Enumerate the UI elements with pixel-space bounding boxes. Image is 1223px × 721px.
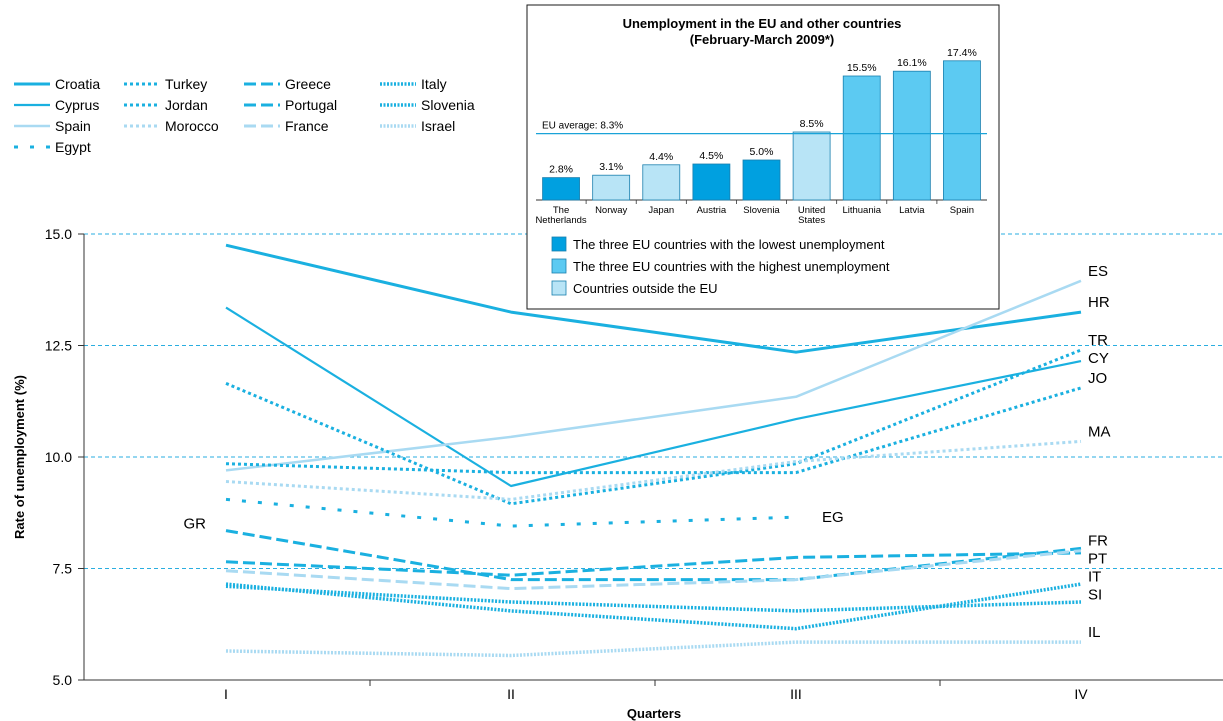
series-label-jo: JO [1088,370,1107,387]
legend-label-italy: Italy [421,76,447,92]
series-line-france [225,549,1082,591]
inset-bar-norway [592,174,631,201]
inset-legend-label-outside: Countries outside the EU [573,281,718,296]
legend-label-morocco: Morocco [165,118,219,134]
series-line-jordan [225,386,1082,475]
series-label-si: SI [1088,587,1102,604]
legend-label-egypt: Egypt [55,139,91,155]
legend-label-cyprus: Cyprus [55,97,99,113]
inset-category-label: Netherlands [535,215,586,226]
series-line-greece [225,529,1082,582]
series-label-fr: FR [1088,533,1108,550]
y-axis-title: Rate of unemployment (%) [12,375,27,539]
y-tick-label: 15.0 [45,226,72,242]
inset-legend-label-high: The three EU countries with the highest … [573,259,890,274]
series-label-it: IT [1088,569,1101,586]
y-tick-label: 10.0 [45,449,72,465]
series-line-portugal [225,551,1082,577]
series-line-egypt [225,497,797,528]
inset-bar-latvia [892,70,931,201]
legend-label-portugal: Portugal [285,97,337,113]
series-label-pt: PT [1088,551,1107,568]
inset-value-label: 3.1% [599,161,623,173]
series-label-es: ES [1088,263,1108,280]
legend-label-jordan: Jordan [165,97,208,113]
inset-legend-swatch-low [551,236,567,252]
series-lines [225,243,1082,658]
series-label-cy: CY [1088,350,1109,367]
series-label-il: IL [1088,624,1101,641]
x-tick-labels: I II III IV [224,680,1088,702]
y-tick-label: 12.5 [45,338,72,354]
inset-bar-slovenia [742,159,781,201]
series-line-slovenia [225,584,1082,613]
inset-value-label: 4.4% [649,151,673,163]
inset-category-label: United [798,205,825,216]
inset-category-label: Slovenia [743,205,780,216]
inset-bar-austria [692,163,731,201]
inset-category-label: Norway [595,205,627,216]
inset-legend-label-low: The three EU countries with the lowest u… [573,237,885,252]
inset-category-label: States [798,215,825,226]
inset-bar-united-states [792,131,831,201]
y-tick-label: 5.0 [53,672,73,688]
main-line-chart: 5.07.510.012.515.0 I II III IV Rate of unem… [12,226,1223,721]
inset-bar-the-netherlands [542,177,580,201]
series-label-tr: TR [1088,332,1108,349]
inset-eu-average: EU average: 8.3% [536,121,987,135]
inset-subtitle: (February-March 2009*) [690,32,835,47]
series-line-turkey [225,348,1082,506]
series-label-hr: HR [1088,294,1110,311]
inset-title: Unemployment in the EU and other countri… [623,16,902,31]
inset-value-label: 5.0% [750,146,774,158]
inset-category-label: Lithuania [842,205,881,216]
x-tick-label: II [507,686,515,702]
series-line-cyprus [225,306,1082,488]
inset-category-label: Spain [950,205,974,216]
x-tick-label: III [790,686,802,702]
inset-category-label: The [553,205,569,216]
inset-bar-spain [943,60,981,201]
series-line-israel [225,640,1081,658]
series-line-croatia [225,243,1082,354]
inset-legend: The three EU countries with the lowest u… [551,236,890,296]
x-tick-label: I [224,686,228,702]
inset-value-label: 15.5% [847,62,877,74]
y-tick-labels: 5.0 7.5 10.0 12.5 15.0 [45,226,84,688]
inset-value-label: 4.5% [699,150,723,162]
legend-label-croatia: Croatia [55,76,100,92]
x-tick-label: IV [1074,686,1088,702]
inset-bar-japan [642,164,681,201]
inset-bar-lithuania [842,75,881,201]
y-tick-label: 7.5 [53,561,73,577]
series-label-gr: GR [184,516,207,533]
eu-average-label: EU average: 8.3% [542,121,623,132]
inset-category-label: Austria [697,205,727,216]
series-line-spain [225,279,1082,472]
line-legend: Croatia Cyprus Spain Egypt Turkey Jordan Moroc… [14,76,475,155]
inset-value-label: 16.1% [897,57,927,69]
series-line-morocco [225,439,1082,501]
legend-label-spain: Spain [55,118,91,134]
legend-label-turkey: Turkey [165,76,207,92]
legend-label-greece: Greece [285,76,331,92]
x-axis-title: Quarters [627,706,681,721]
series-label-eg: EG [822,509,844,526]
inset-value-label: 2.8% [549,164,573,176]
inset-legend-swatch-outside [551,280,567,296]
inset-category-label: Japan [648,205,674,216]
inset-bar-chart: Unemployment in the EU and other countri… [526,4,1000,310]
inset-legend-swatch-high [551,258,567,274]
legend-label-israel: Israel [421,118,455,134]
series-label-ma: MA [1088,423,1111,440]
legend-label-slovenia: Slovenia [421,97,475,113]
legend-label-france: France [285,118,329,134]
inset-category-label: Latvia [899,205,925,216]
inset-value-label: 8.5% [800,118,824,130]
inset-value-label: 17.4% [947,47,977,59]
